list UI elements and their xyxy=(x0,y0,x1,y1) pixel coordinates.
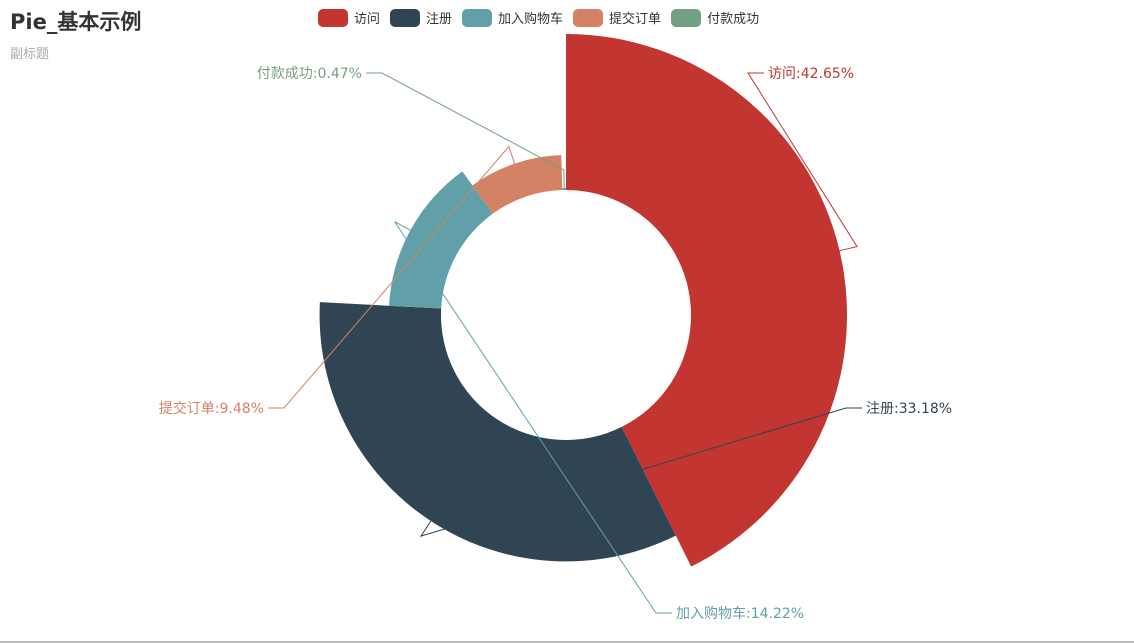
label-line-4 xyxy=(366,72,565,189)
legend-swatch-submit-order xyxy=(573,8,604,27)
slice-label-2: 加入购物车:14.22% xyxy=(676,605,804,622)
chart-title: Pie_基本示例 xyxy=(10,10,142,34)
legend-label-visit: 访问 xyxy=(354,12,381,27)
legend-item-register[interactable]: 注册 xyxy=(390,8,452,27)
legend-item-add-to-cart[interactable]: 加入购物车 xyxy=(462,8,563,27)
slice-label-0: 访问:42.65% xyxy=(768,66,854,82)
legend-item-submit-order[interactable]: 提交订单 xyxy=(573,8,661,27)
legend-swatch-register xyxy=(390,8,421,27)
legend-label-register: 注册 xyxy=(426,12,453,27)
legend-label-submit-order: 提交订单 xyxy=(609,12,662,27)
slice-label-1: 注册:33.18% xyxy=(866,401,952,417)
label-line-3 xyxy=(268,145,516,409)
legend-label-payment-success: 付款成功 xyxy=(707,12,760,27)
bottom-divider xyxy=(0,641,1134,643)
pie-slice-2[interactable] xyxy=(389,171,493,309)
legend-item-payment-success[interactable]: 付款成功 xyxy=(671,8,759,27)
slice-label-4: 付款成功:0.47% xyxy=(257,66,362,82)
pie-slice-1[interactable] xyxy=(319,302,676,562)
legend-swatch-visit xyxy=(318,8,348,27)
legend-item-visit[interactable]: 访问 xyxy=(318,8,380,27)
pie-slice-3[interactable] xyxy=(472,155,563,214)
label-line-0 xyxy=(747,72,858,252)
legend-swatch-payment-success xyxy=(671,8,702,27)
slice-label-3: 提交订单:9.48% xyxy=(159,400,264,417)
legend: 访问 注册 加入购物车 提交订单 付款成功 xyxy=(318,8,769,27)
pie-slice-0[interactable] xyxy=(566,34,848,567)
label-line-1 xyxy=(419,407,862,537)
pie-slice-4[interactable] xyxy=(562,188,566,191)
legend-swatch-add-to-cart xyxy=(462,8,493,27)
legend-label-add-to-cart: 加入购物车 xyxy=(498,12,564,27)
label-line-2 xyxy=(394,221,672,614)
chart-subtitle: 副标题 xyxy=(10,47,50,62)
